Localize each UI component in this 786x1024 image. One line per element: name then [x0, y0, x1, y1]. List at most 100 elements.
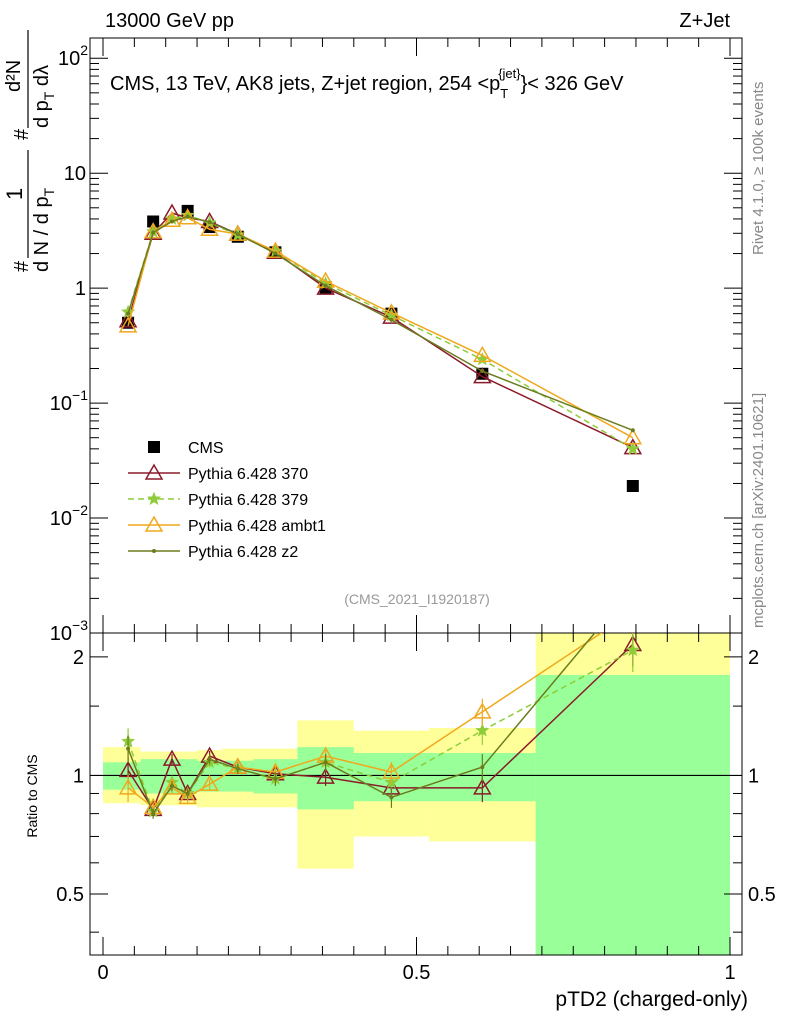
ylabel-den-1: d N / d pT [31, 187, 57, 272]
title-end: }< 326 GeV [521, 73, 625, 95]
ratio-point-ambt1-4 [200, 774, 219, 791]
ratio-point-ambt1-2 [162, 778, 182, 795]
ratio-ytick-label-left-2: 2 [73, 647, 84, 669]
ratio-point-z2-5 [235, 766, 240, 771]
ratio-point-ambt1-10 [625, 604, 641, 618]
ratio-point-ambt1-8 [382, 762, 401, 779]
point-p379-10 [625, 441, 640, 455]
point-z2-3 [185, 214, 190, 219]
ratio-point-p379-9 [475, 723, 490, 737]
point-ambt1-4 [200, 219, 219, 237]
top-ytick-label-4: 10−2 [50, 502, 88, 530]
ratio-point-p370-2 [162, 749, 182, 766]
ratio-ytick-label-right-1: 1 [748, 765, 759, 787]
ratio-point-z2-9 [480, 765, 485, 770]
ratio-point-z2-3 [185, 791, 190, 796]
title-sub: T [500, 86, 508, 101]
point-z2-1 [151, 230, 156, 235]
top-axes: 102 10 1 10−1 10−2 10−3 [50, 37, 743, 645]
top-ytick-label-3: 10−1 [50, 387, 88, 415]
cms-point-0 [122, 316, 135, 329]
series-line-p370 [127, 212, 634, 449]
rivet-label: Rivet 4.1.0, ≥ 100k events [750, 82, 767, 255]
ratio-ylabel: Ratio to CMS [24, 754, 40, 837]
ratio-point-ambt1-9 [473, 702, 492, 719]
legend-marker-p379 [147, 491, 161, 506]
point-p370-9 [473, 367, 492, 384]
header-right: Z+Jet [679, 10, 730, 32]
ylabel-den-2: d pT dλ [31, 65, 57, 128]
ratio-point-z2-10 [631, 586, 635, 590]
ratio-point-z2-2 [169, 784, 174, 789]
ylabel-hash-1: # [11, 260, 33, 272]
legend-marker-z2 [152, 549, 156, 553]
legend-marker-ambt1 [144, 515, 164, 532]
point-z2-0 [126, 311, 131, 316]
point-ambt1-2 [162, 210, 182, 227]
point-z2-6 [273, 251, 278, 256]
legend-label-cms: CMS [188, 440, 224, 457]
ratio-series [118, 586, 643, 819]
ratio-ytick-label-right-2: 2 [748, 647, 759, 669]
title-sup: {jet} [498, 66, 521, 81]
ratio-ytick-label-left-0: 0.5 [56, 884, 84, 906]
series-line-p379 [127, 214, 634, 450]
point-ambt1-3 [178, 208, 197, 225]
x-tick-label-1: 0.5 [403, 962, 431, 984]
ylabel-num-1: 1 [2, 188, 27, 200]
top-ytick-label-0: 102 [58, 42, 88, 70]
ratio-point-z2-6 [273, 776, 278, 781]
top-ytick-label-2: 1 [75, 278, 86, 300]
legend-marker-p370 [144, 463, 164, 480]
point-z2-2 [169, 219, 174, 224]
ratio-point-p370-9 [473, 778, 492, 795]
point-ambt1-6 [266, 241, 285, 258]
x-tick-label-0: 0 [97, 962, 108, 984]
legend: CMS Pythia 6.428 370 Pythia 6.428 379 Pythi… [128, 440, 326, 561]
mcplots-label: mcplots.cern.ch [arXiv:2401.10621] [750, 393, 767, 628]
ratio-point-z2-8 [389, 795, 394, 800]
legend-label-p370: Pythia 6.428 370 [188, 466, 308, 483]
point-ambt1-0 [118, 316, 138, 333]
x-tick-label-2: 1 [724, 962, 735, 984]
point-z2-10 [630, 428, 635, 433]
ratio-point-ambt1-0 [118, 778, 138, 795]
point-z2-9 [480, 369, 485, 374]
point-p370-0 [118, 311, 138, 328]
series-line-ambt1 [127, 216, 634, 439]
x-axis-label: pTD2 (charged-only) [555, 988, 748, 1011]
point-ambt1-10 [623, 428, 643, 445]
cms-point-9 [476, 367, 489, 380]
ratio-uncertainty-bands [103, 633, 730, 955]
legend-label-p379: Pythia 6.428 379 [188, 492, 308, 509]
series-line-z2 [127, 215, 634, 431]
top-series [118, 203, 643, 493]
point-p370-8 [382, 307, 401, 324]
ratio-point-p370-7 [316, 767, 335, 784]
legend-label-z2: Pythia 6.428 z2 [188, 544, 298, 561]
band-inner-10 [535, 674, 730, 955]
analysis-id: (CMS_2021_I1920187) [344, 591, 490, 607]
plot-title: CMS, 13 TeV, AK8 jets, Z+jet region, 254… [110, 66, 624, 101]
top-ytick-label-1: 10 [64, 163, 86, 185]
ylabel-den-2-sub: T [41, 91, 57, 100]
legend-label-ambt1: Pythia 6.428 ambt1 [188, 518, 326, 535]
ratio-point-z2-1 [151, 811, 156, 816]
point-z2-4 [207, 220, 212, 225]
point-z2-8 [389, 317, 394, 322]
point-p370-1 [143, 223, 163, 241]
ratio-ytick-label-right-0: 0.5 [748, 884, 776, 906]
cms-point-10 [626, 480, 639, 493]
legend-swatch-cms [148, 441, 160, 453]
top-ytick-label-5: 10−3 [50, 617, 88, 645]
point-z2-7 [323, 283, 328, 288]
ylabel-hash-2: # [11, 128, 33, 140]
point-z2-5 [235, 232, 240, 237]
ratio-point-z2-4 [207, 757, 212, 762]
top-ylabel: # 1 d N / d pT # d²N d pT dλ [2, 30, 57, 272]
header-left: 13000 GeV pp [105, 10, 234, 32]
band-inner-1 [140, 759, 163, 794]
ratio-point-p379-10 [625, 642, 640, 657]
ratio-ytick-label-left-1: 1 [73, 765, 84, 787]
